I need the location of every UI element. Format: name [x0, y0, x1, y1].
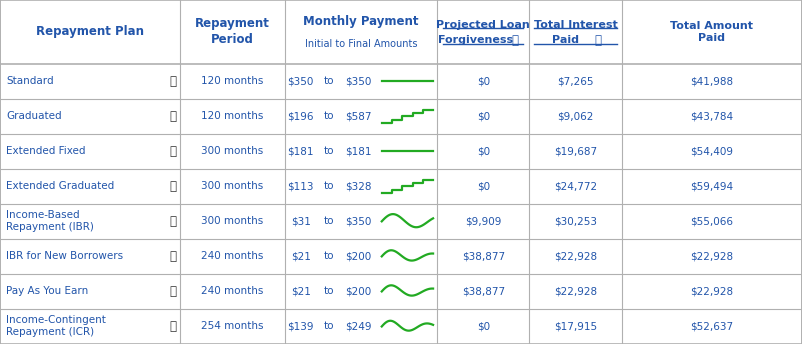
- Text: Projected Loan: Projected Loan: [436, 20, 530, 30]
- Text: $24,772: $24,772: [554, 181, 597, 191]
- Text: 300 months: 300 months: [201, 216, 264, 226]
- Text: to: to: [323, 216, 334, 226]
- Text: $200: $200: [346, 251, 371, 261]
- Text: $31: $31: [291, 216, 310, 226]
- Text: Income-Contingent
Repayment (ICR): Income-Contingent Repayment (ICR): [6, 315, 107, 337]
- Text: $9,062: $9,062: [557, 111, 593, 121]
- Text: $38,877: $38,877: [462, 251, 504, 261]
- Text: $0: $0: [476, 146, 490, 156]
- Text: to: to: [323, 181, 334, 191]
- Text: ⓘ: ⓘ: [169, 215, 176, 228]
- Text: 300 months: 300 months: [201, 181, 264, 191]
- Text: Total Interest: Total Interest: [533, 20, 618, 30]
- Text: $350: $350: [346, 76, 371, 86]
- Text: $0: $0: [476, 76, 490, 86]
- Text: Extended Graduated: Extended Graduated: [6, 181, 115, 191]
- Text: $59,494: $59,494: [691, 181, 733, 191]
- Text: ⓘ: ⓘ: [169, 145, 176, 158]
- Text: Monthly Payment: Monthly Payment: [303, 15, 419, 28]
- Text: to: to: [323, 287, 334, 297]
- Text: $350: $350: [288, 76, 314, 86]
- Text: to: to: [323, 76, 334, 86]
- Text: $22,928: $22,928: [691, 287, 733, 297]
- Text: $328: $328: [345, 181, 372, 191]
- Text: $41,988: $41,988: [691, 76, 733, 86]
- Text: $113: $113: [287, 181, 314, 191]
- Text: $139: $139: [287, 322, 314, 332]
- Text: 300 months: 300 months: [201, 146, 264, 156]
- Text: Graduated: Graduated: [6, 111, 62, 121]
- Text: Income-Based
Repayment (IBR): Income-Based Repayment (IBR): [6, 210, 95, 232]
- Text: $43,784: $43,784: [691, 111, 733, 121]
- Text: to: to: [323, 111, 334, 121]
- Text: ⓘ: ⓘ: [169, 180, 176, 193]
- Text: $55,066: $55,066: [691, 216, 733, 226]
- Text: Extended Fixed: Extended Fixed: [6, 146, 86, 156]
- Text: $21: $21: [291, 287, 310, 297]
- Text: ⓘ: ⓘ: [512, 34, 519, 47]
- Text: $52,637: $52,637: [691, 322, 733, 332]
- Text: Standard: Standard: [6, 76, 54, 86]
- Text: $181: $181: [287, 146, 314, 156]
- Text: Repayment Plan: Repayment Plan: [36, 25, 144, 38]
- Text: 254 months: 254 months: [201, 322, 264, 332]
- Text: $196: $196: [287, 111, 314, 121]
- Text: IBR for New Borrowers: IBR for New Borrowers: [6, 251, 124, 261]
- Text: $0: $0: [476, 111, 490, 121]
- Text: to: to: [323, 322, 334, 332]
- Text: $181: $181: [345, 146, 372, 156]
- Text: Forgiveness: Forgiveness: [438, 35, 512, 45]
- Text: Total Amount
Paid: Total Amount Paid: [670, 21, 753, 43]
- Text: $7,265: $7,265: [557, 76, 593, 86]
- Text: ⓘ: ⓘ: [169, 75, 176, 88]
- Text: ⓘ: ⓘ: [169, 250, 176, 263]
- Text: ⓘ: ⓘ: [169, 285, 176, 298]
- Text: $19,687: $19,687: [554, 146, 597, 156]
- Text: $200: $200: [346, 287, 371, 297]
- Text: $350: $350: [346, 216, 371, 226]
- Text: 120 months: 120 months: [201, 76, 264, 86]
- Text: $0: $0: [476, 181, 490, 191]
- Text: ⓘ: ⓘ: [169, 110, 176, 123]
- Text: Paid: Paid: [553, 35, 579, 45]
- Text: Repayment
Period: Repayment Period: [195, 17, 270, 46]
- Text: 120 months: 120 months: [201, 111, 264, 121]
- Text: $38,877: $38,877: [462, 287, 504, 297]
- Text: $249: $249: [345, 322, 372, 332]
- Text: $17,915: $17,915: [554, 322, 597, 332]
- Text: to: to: [323, 251, 334, 261]
- Text: 240 months: 240 months: [201, 287, 264, 297]
- Text: $22,928: $22,928: [691, 251, 733, 261]
- Text: $0: $0: [476, 322, 490, 332]
- Text: $30,253: $30,253: [554, 216, 597, 226]
- Text: Pay As You Earn: Pay As You Earn: [6, 287, 89, 297]
- Text: $9,909: $9,909: [465, 216, 501, 226]
- Text: $54,409: $54,409: [691, 146, 733, 156]
- Text: $587: $587: [345, 111, 372, 121]
- Text: to: to: [323, 146, 334, 156]
- Text: ⓘ: ⓘ: [594, 34, 602, 47]
- Text: $22,928: $22,928: [554, 287, 597, 297]
- Text: Initial to Final Amounts: Initial to Final Amounts: [305, 39, 417, 49]
- Text: $21: $21: [291, 251, 310, 261]
- Text: 240 months: 240 months: [201, 251, 264, 261]
- Text: ⓘ: ⓘ: [169, 320, 176, 333]
- Text: $22,928: $22,928: [554, 251, 597, 261]
